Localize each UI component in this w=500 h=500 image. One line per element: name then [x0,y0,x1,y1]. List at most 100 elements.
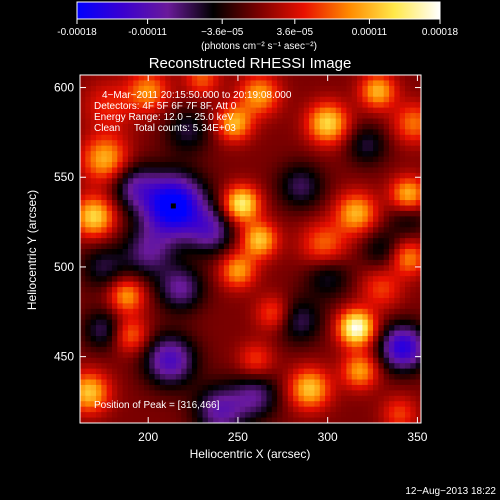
heatmap-cell [250,330,257,337]
heatmap-cell [277,210,284,217]
heatmap-cell [362,276,369,283]
heatmap-cell [245,91,252,98]
heatmap-cell [399,75,406,82]
heatmap-cell [293,145,300,152]
heatmap-cell [245,200,252,207]
heatmap-cell [351,303,358,310]
heatmap-cell [335,227,342,234]
heatmap-cell [90,80,97,87]
heatmap-cell [95,412,102,419]
heatmap-cell [175,395,182,402]
heatmap-cell [389,145,395,152]
heatmap-cell [335,156,342,163]
heatmap-cell [410,183,417,190]
heatmap-cell [213,156,220,163]
heatmap-cell [207,270,214,277]
heatmap-cell [165,189,172,196]
heatmap-cell [95,379,102,386]
heatmap-cell [122,123,129,130]
heatmap-cell [170,162,177,169]
heatmap-cell [239,134,246,141]
heatmap-cell [325,276,332,283]
heatmap-cell [218,172,225,179]
heatmap-cell [191,401,198,408]
heatmap-cell [229,341,236,348]
heatmap-cell [181,113,188,120]
heatmap-cell [149,281,156,288]
heatmap-cell [245,384,252,391]
heatmap-cell [335,412,342,419]
heatmap-cell [218,384,225,391]
heatmap-cell [373,183,379,190]
heatmap-cell [218,91,225,98]
heatmap-cell [149,336,156,343]
heatmap-cell [415,107,421,114]
heatmap-cell [223,156,230,163]
heatmap-cell [357,178,363,185]
heatmap-cell [250,379,257,386]
heatmap-cell [85,145,92,152]
heatmap-cell [362,336,369,343]
heatmap-cell [282,102,289,109]
heatmap-cell [234,200,241,207]
heatmap-cell [175,107,182,114]
heatmap-cell [186,80,193,87]
heatmap-cell [303,151,310,158]
heatmap-cell [378,80,385,87]
heatmap-cell [122,259,129,266]
heatmap-cell [239,227,246,234]
heatmap-cell [213,303,220,310]
heatmap-cell [303,210,310,217]
heatmap-cell [154,287,161,294]
heatmap-cell [346,80,353,87]
heatmap-cell [399,303,406,310]
heatmap-cell [149,129,156,136]
heatmap-cell [159,80,166,87]
heatmap-cell [330,200,337,207]
heatmap-cell [357,102,363,109]
heatmap-cell [415,390,421,397]
heatmap-cell [90,412,97,419]
heatmap-cell [346,265,353,272]
heatmap-cell [149,162,156,169]
heatmap-cell [362,243,369,250]
heatmap-cell [101,172,108,179]
heatmap-cell [85,395,92,402]
heatmap-cell [287,118,294,125]
heatmap-cell [229,401,236,408]
heatmap-cell [90,140,97,147]
heatmap-cell [309,336,316,343]
heatmap-cell [271,308,278,315]
heatmap-cell [165,379,172,386]
heatmap-cell [111,80,118,87]
heatmap-cell [282,303,289,310]
heatmap-cell [287,390,294,397]
heatmap-cell [399,85,406,92]
heatmap-cell [325,314,332,321]
heatmap-cell [357,238,363,245]
heatmap-cell [309,216,316,223]
heatmap-cell [101,341,108,348]
heatmap-cell [234,167,241,174]
heatmap-cell [383,102,390,109]
heatmap-cell [271,379,278,386]
heatmap-cell [175,118,182,125]
heatmap-cell [250,140,257,147]
annotation-clean-counts: Clean Total counts: 5.34E+03 [94,123,236,134]
heatmap-cell [165,341,172,348]
heatmap-cell [346,129,353,136]
heatmap-cell [367,281,374,288]
heatmap-cell [314,346,321,353]
heatmap-cell [367,270,374,277]
heatmap-cell [239,330,246,337]
heatmap-cell [154,259,161,266]
heatmap-cell [415,129,421,136]
heatmap-cell [117,259,124,266]
heatmap-cell [239,401,246,408]
heatmap-cell [378,238,385,245]
heatmap-cell [127,85,134,92]
heatmap-cell [197,183,204,190]
heatmap-cell [277,172,284,179]
heatmap-cell [122,91,129,98]
heatmap-cell [170,363,177,370]
